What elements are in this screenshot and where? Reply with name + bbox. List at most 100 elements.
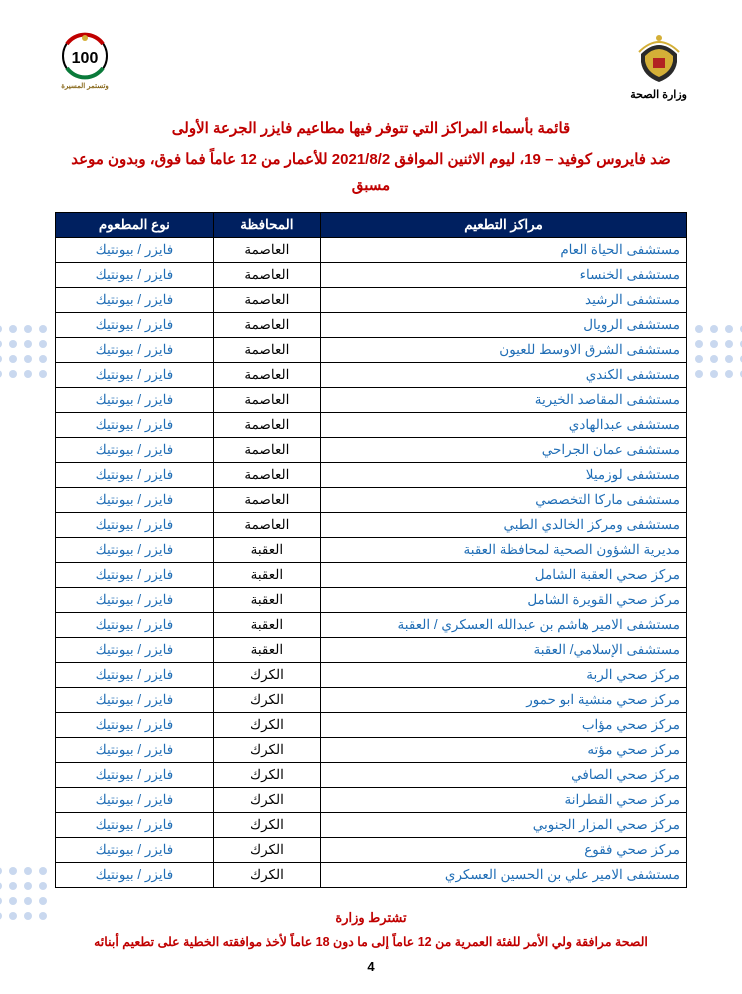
cell-center: مركز صحي الصافي bbox=[321, 763, 687, 788]
cell-gov: الكرك bbox=[213, 813, 320, 838]
cell-center: مستشفى عبدالهادي bbox=[321, 413, 687, 438]
cell-type: فايزر / بيونتيك bbox=[56, 563, 214, 588]
cell-type: فايزر / بيونتيك bbox=[56, 588, 214, 613]
cell-type: فايزر / بيونتيك bbox=[56, 538, 214, 563]
cell-gov: العاصمة bbox=[213, 288, 320, 313]
subtitle-date: 2021/8/2 bbox=[332, 151, 390, 168]
th-center: مراكز التطعيم bbox=[321, 213, 687, 238]
page-subtitle: ضد فايروس كوفيد – 19، ليوم الاثنين الموا… bbox=[55, 147, 687, 198]
table-row: مركز صحي مؤتهالكركفايزر / بيونتيك bbox=[56, 738, 687, 763]
cell-type: فايزر / بيونتيك bbox=[56, 263, 214, 288]
table-row: مستشفى الحياة العامالعاصمةفايزر / بيونتي… bbox=[56, 238, 687, 263]
cell-center: مركز صحي المزار الجنوبي bbox=[321, 813, 687, 838]
cell-center: مستشفى الرويال bbox=[321, 313, 687, 338]
cell-gov: العاصمة bbox=[213, 338, 320, 363]
table-body: مستشفى الحياة العامالعاصمةفايزر / بيونتي… bbox=[56, 238, 687, 888]
cell-type: فايزر / بيونتيك bbox=[56, 363, 214, 388]
table-row: مستشفى الشرق الاوسط للعيونالعاصمةفايزر /… bbox=[56, 338, 687, 363]
cell-type: فايزر / بيونتيك bbox=[56, 863, 214, 888]
table-row: مستشفى لوزميلاالعاصمةفايزر / بيونتيك bbox=[56, 463, 687, 488]
cell-center: مستشفى الشرق الاوسط للعيون bbox=[321, 338, 687, 363]
cell-center: مستشفى ماركا التخصصي bbox=[321, 488, 687, 513]
document-page: وزارة الصحة 100 وتستمر المسيرة قائمة بأس… bbox=[0, 0, 742, 994]
table-row: مركز صحي فقوعالكركفايزر / بيونتيك bbox=[56, 838, 687, 863]
cell-center: مستشفى ومركز الخالدي الطبي bbox=[321, 513, 687, 538]
table-row: مركز صحي القويرة الشاملالعقبةفايزر / بيو… bbox=[56, 588, 687, 613]
cell-center: مركز صحي فقوع bbox=[321, 838, 687, 863]
cell-type: فايزر / بيونتيك bbox=[56, 463, 214, 488]
cell-gov: العاصمة bbox=[213, 363, 320, 388]
cell-center: مركز صحي الربة bbox=[321, 663, 687, 688]
table-row: مستشفى ومركز الخالدي الطبيالعاصمةفايزر /… bbox=[56, 513, 687, 538]
page-footer: تشترط وزارة الصحة مرافقة ولي الأمر للفئة… bbox=[55, 910, 687, 974]
cell-type: فايزر / بيونتيك bbox=[56, 313, 214, 338]
cell-type: فايزر / بيونتيك bbox=[56, 838, 214, 863]
cell-center: مديرية الشؤون الصحية لمحافظة العقبة bbox=[321, 538, 687, 563]
cell-center: مركز صحي القطرانة bbox=[321, 788, 687, 813]
cell-gov: العاصمة bbox=[213, 313, 320, 338]
vaccination-centers-table: مراكز التطعيم المحافظة نوع المطعوم مستشف… bbox=[55, 212, 687, 888]
table-row: مستشفى ماركا التخصصيالعاصمةفايزر / بيونت… bbox=[56, 488, 687, 513]
table-row: مستشفى عمان الجراحيالعاصمةفايزر / بيونتي… bbox=[56, 438, 687, 463]
cell-gov: الكرك bbox=[213, 788, 320, 813]
centennial-logo: 100 وتستمر المسيرة bbox=[55, 30, 115, 92]
cell-center: مستشفى الامير علي بن الحسين العسكري bbox=[321, 863, 687, 888]
decorative-dots-bottom-left bbox=[0, 867, 47, 920]
cell-type: فايزر / بيونتيك bbox=[56, 388, 214, 413]
cell-gov: الكرك bbox=[213, 863, 320, 888]
cell-gov: الكرك bbox=[213, 763, 320, 788]
table-row: مركز صحي المزار الجنوبيالكركفايزر / بيون… bbox=[56, 813, 687, 838]
cell-center: مركز صحي مؤته bbox=[321, 738, 687, 763]
cell-center: مستشفى الحياة العام bbox=[321, 238, 687, 263]
th-type: نوع المطعوم bbox=[56, 213, 214, 238]
table-row: مستشفى الرشيدالعاصمةفايزر / بيونتيك bbox=[56, 288, 687, 313]
table-row: مستشفى الخنساءالعاصمةفايزر / بيونتيك bbox=[56, 263, 687, 288]
cell-gov: العقبة bbox=[213, 638, 320, 663]
cell-gov: الكرك bbox=[213, 663, 320, 688]
cell-gov: العقبة bbox=[213, 588, 320, 613]
cell-center: مستشفى الخنساء bbox=[321, 263, 687, 288]
cell-type: فايزر / بيونتيك bbox=[56, 813, 214, 838]
header-logos: وزارة الصحة 100 وتستمر المسيرة bbox=[55, 30, 687, 101]
cell-type: فايزر / بيونتيك bbox=[56, 438, 214, 463]
cell-type: فايزر / بيونتيك bbox=[56, 788, 214, 813]
cell-center: مستشفى الإسلامي/ العقبة bbox=[321, 638, 687, 663]
cell-type: فايزر / بيونتيك bbox=[56, 488, 214, 513]
page-number: 4 bbox=[55, 959, 687, 974]
cell-type: فايزر / بيونتيك bbox=[56, 713, 214, 738]
cell-gov: العاصمة bbox=[213, 463, 320, 488]
cell-center: مركز صحي القويرة الشامل bbox=[321, 588, 687, 613]
cell-type: فايزر / بيونتيك bbox=[56, 613, 214, 638]
svg-text:100: 100 bbox=[72, 50, 99, 67]
cell-center: مستشفى الرشيد bbox=[321, 288, 687, 313]
th-gov: المحافظة bbox=[213, 213, 320, 238]
table-row: مستشفى الكنديالعاصمةفايزر / بيونتيك bbox=[56, 363, 687, 388]
cell-gov: العقبة bbox=[213, 538, 320, 563]
cell-gov: العقبة bbox=[213, 563, 320, 588]
cell-center: مركز صحي منشية ابو حمور bbox=[321, 688, 687, 713]
table-row: مستشفى الامير علي بن الحسين العسكريالكرك… bbox=[56, 863, 687, 888]
cell-gov: العقبة bbox=[213, 613, 320, 638]
table-header-row: مراكز التطعيم المحافظة نوع المطعوم bbox=[56, 213, 687, 238]
table-row: مديرية الشؤون الصحية لمحافظة العقبةالعقب… bbox=[56, 538, 687, 563]
cell-gov: العاصمة bbox=[213, 488, 320, 513]
table-row: مستشفى الامير هاشم بن عبدالله العسكري / … bbox=[56, 613, 687, 638]
table-row: مستشفى الرويالالعاصمةفايزر / بيونتيك bbox=[56, 313, 687, 338]
cell-center: مركز صحي العقبة الشامل bbox=[321, 563, 687, 588]
cell-type: فايزر / بيونتيك bbox=[56, 238, 214, 263]
cell-gov: العاصمة bbox=[213, 513, 320, 538]
cell-type: فايزر / بيونتيك bbox=[56, 763, 214, 788]
table-row: مركز صحي الربةالكركفايزر / بيونتيك bbox=[56, 663, 687, 688]
ministry-label: وزارة الصحة bbox=[630, 88, 687, 101]
page-title: قائمة بأسماء المراكز التي تتوفر فيها مطا… bbox=[55, 119, 687, 137]
subtitle-pre: ضد فايروس كوفيد – 19، ليوم الاثنين الموا… bbox=[390, 151, 671, 168]
table-row: مركز صحي منشية ابو حمورالكركفايزر / بيون… bbox=[56, 688, 687, 713]
table-row: مركز صحي الصافيالكركفايزر / بيونتيك bbox=[56, 763, 687, 788]
cell-type: فايزر / بيونتيك bbox=[56, 688, 214, 713]
footer-line-2: الصحة مرافقة ولي الأمر للفئة العمرية من … bbox=[55, 934, 687, 949]
cell-type: فايزر / بيونتيك bbox=[56, 638, 214, 663]
cell-gov: العاصمة bbox=[213, 413, 320, 438]
decorative-dots-left bbox=[0, 325, 47, 378]
cell-center: مستشفى الكندي bbox=[321, 363, 687, 388]
cell-type: فايزر / بيونتيك bbox=[56, 413, 214, 438]
